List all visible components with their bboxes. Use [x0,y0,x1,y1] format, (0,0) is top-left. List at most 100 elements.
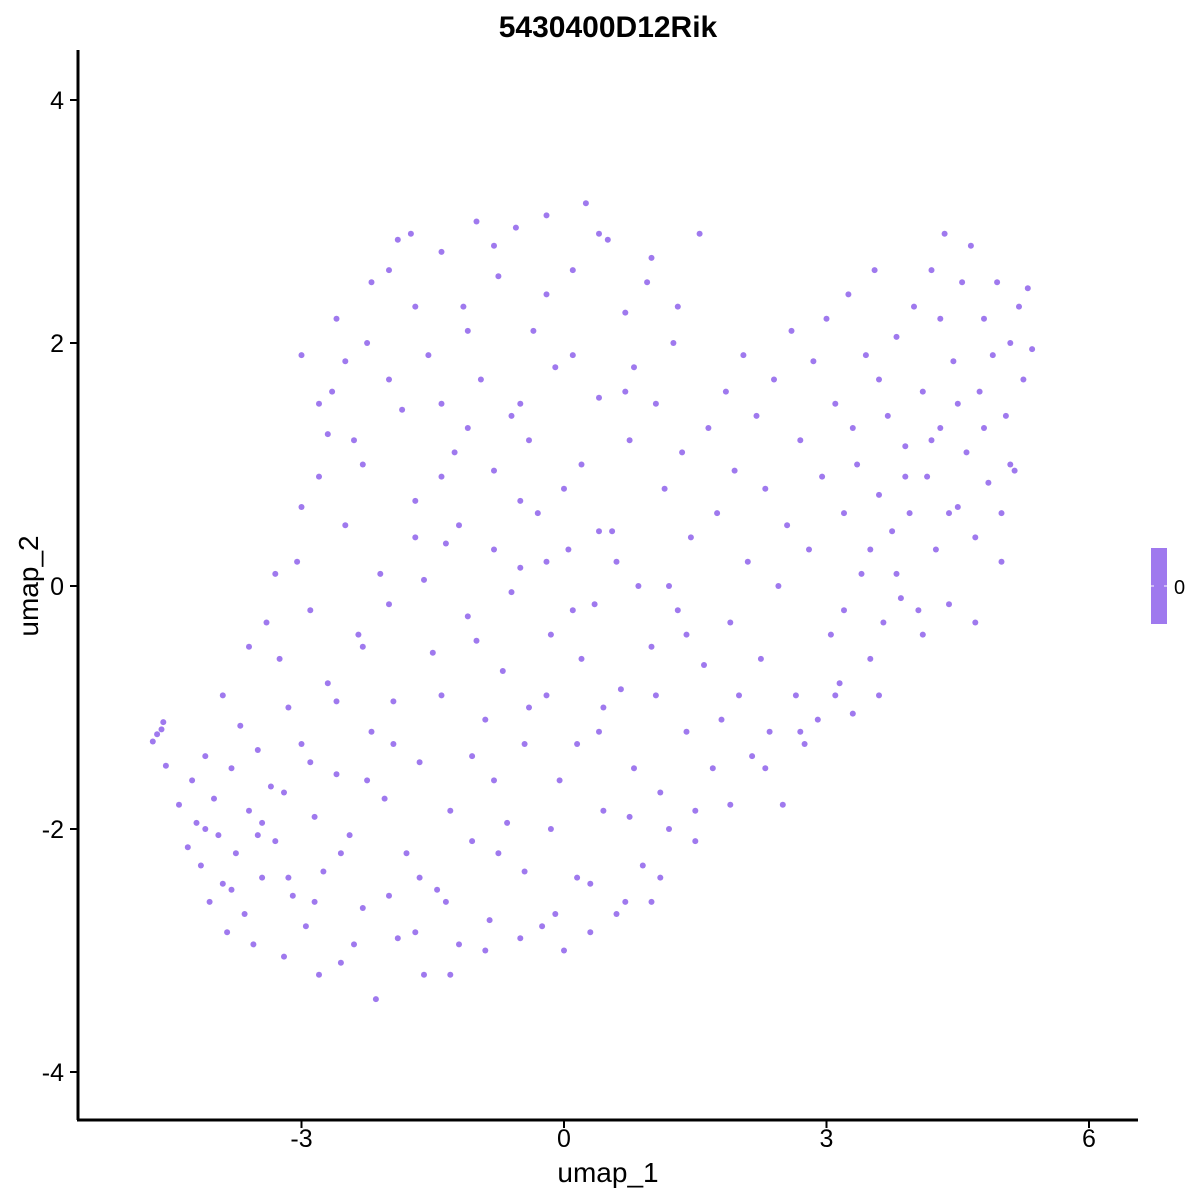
scatter-point-125 [705,425,712,431]
scatter-point-107 [626,437,633,444]
scatter-point-179 [941,230,948,237]
scatter-point-43 [346,832,353,839]
scatter-point-237 [600,704,607,711]
scatter-point-245 [482,947,489,954]
scatter-point-55 [399,406,406,413]
x-axis-title: umap_1 [557,1157,658,1188]
scatter-point-156 [841,510,847,517]
scatter-point-122 [692,807,699,814]
scatter-point-284 [954,400,961,407]
scatter-point-221 [648,898,655,905]
scatter-point-36 [316,473,322,480]
scatter-point-92 [561,947,567,954]
scatter-point-95 [574,741,581,747]
scatter-point-198 [1024,285,1031,292]
x-tick-label: 0 [557,1125,571,1153]
scatter-point-227 [337,850,344,857]
scatter-point-91 [556,777,563,784]
scatter-point-149 [810,358,817,365]
scatter-point-135 [749,753,756,760]
scatter-point-124 [701,662,707,668]
scatter-point-250 [657,874,664,881]
scatter-point-16 [228,765,235,772]
scatter-point-0 [149,738,156,745]
scatter-point-224 [259,819,266,826]
scatter-point-24 [263,619,270,626]
scatter-point-131 [731,467,738,474]
scatter-point-162 [867,655,874,662]
scatter-point-215 [543,692,550,699]
scatter-point-137 [757,655,764,662]
scatter-point-171 [906,510,913,517]
scatter-point-79 [504,819,511,826]
scatter-point-257 [316,400,322,407]
x-axis-ticks: -3 0 3 6 [290,1120,1096,1153]
scatter-point-299 [491,546,497,553]
scatter-point-289 [228,886,235,893]
scatter-point-68 [456,941,462,948]
scatter-point-3 [160,719,167,726]
scatter-point-208 [421,576,427,583]
scatter-point-127 [714,510,721,517]
scatter-point-14 [219,880,226,887]
scatter-point-89 [547,631,554,638]
scatter-point-267 [569,352,576,359]
scatter-point-163 [871,267,878,274]
scatter-point-152 [823,315,830,322]
scatter-point-260 [386,376,392,383]
scatter-point-150 [814,716,821,723]
scatter-point-238 [626,813,633,820]
scatter-point-147 [801,741,808,747]
scatter-point-166 [884,412,891,419]
scatter-point-278 [998,558,1005,565]
scatter-point-186 [972,534,979,541]
scatter-point-200 [219,692,226,699]
scatter-point-277 [972,619,979,626]
scatter-point-90 [552,364,559,371]
scatter-point-269 [622,388,629,395]
scatter-point-10 [202,753,209,760]
scatter-point-190 [989,352,996,359]
scatter-point-232 [469,753,476,760]
scatter-point-282 [902,473,909,480]
scatter-point-182 [954,504,961,510]
scatter-point-5 [176,801,182,808]
scatter-point-161 [862,352,869,359]
scatter-point-192 [998,510,1005,517]
scatter-point-140 [771,376,777,383]
scatter-point-13 [215,832,222,839]
scatter-point-52 [386,267,392,274]
scatter-point-128 [718,716,725,723]
scatter-point-276 [946,510,952,517]
scatter-point-84 [526,704,532,711]
scatter-point-102 [604,236,611,243]
scatter-point-155 [836,680,843,687]
scatter-point-18 [237,722,244,729]
scatter-point-146 [797,437,804,444]
scatter-point-279 [876,692,882,699]
scatter-point-110 [639,862,646,869]
scatter-point-48 [368,728,375,735]
scatter-point-118 [674,607,681,614]
scatter-point-63 [434,886,441,893]
scatter-point-132 [736,692,742,699]
scatter-point-83 [521,868,528,875]
x-tick-label: 6 [1082,1125,1096,1153]
scatter-point-53 [390,698,397,705]
scatter-point-23 [259,874,266,881]
scatter-point-60 [421,971,427,978]
scatter-point-1 [154,731,161,738]
scatter-point-157 [845,291,852,298]
scatter-point-77 [495,273,502,280]
scatter-point-286 [1007,461,1014,468]
scatter-point-54 [394,935,401,942]
scatter-point-136 [753,412,760,419]
scatter-point-41 [337,959,344,966]
scatter-point-69 [460,303,467,310]
scatter-point-266 [543,291,550,298]
scatter-point-88 [543,212,550,219]
scatter-point-148 [806,546,812,553]
scatter-point-203 [298,504,305,510]
scatter-point-145 [792,692,799,699]
scatter-point-116 [666,826,672,832]
